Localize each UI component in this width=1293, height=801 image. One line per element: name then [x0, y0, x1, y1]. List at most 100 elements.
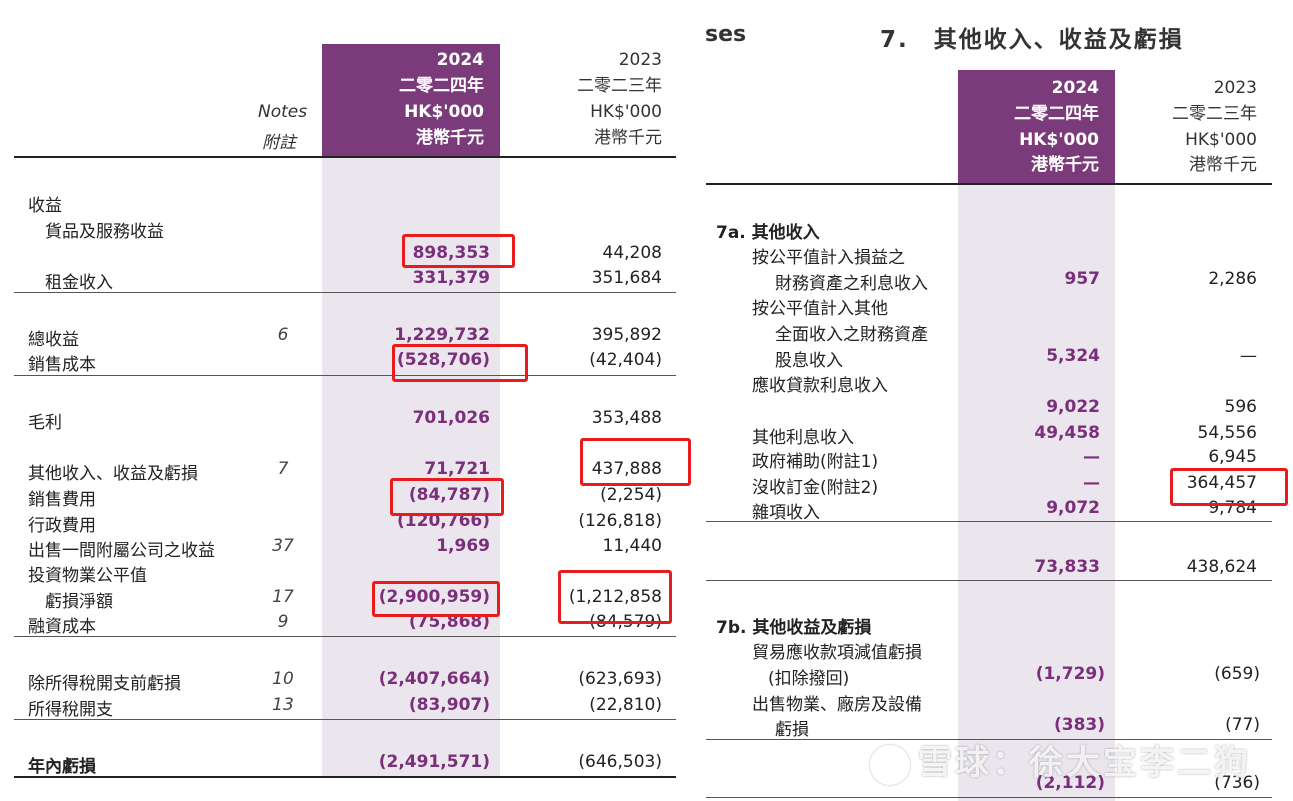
note-income-tax: 13 [272, 695, 294, 715]
r7a-value-2024-interest-fvtpl: 957 [1064, 269, 1101, 289]
rule-7a-total [706, 580, 1272, 581]
note-7-title: 7. 其他收入、收益及虧損 [880, 27, 1184, 53]
top-fragment-text: ses [705, 22, 747, 47]
section-7a-heading: 7a. 其他收入 [716, 223, 820, 243]
rule-after-cost-of-sales [14, 375, 676, 376]
r7a-value-2024-loan-interest: 9,022 [1046, 397, 1100, 417]
r7a-value-2024-other-interest: 49,458 [1034, 423, 1100, 443]
value-2024-other-income: 71,721 [424, 459, 490, 479]
value-2023-gross-profit: 353,488 [591, 408, 662, 428]
value-2024-loss-for-year: (2,491,571) [378, 752, 490, 772]
r7a-label-2: 按公平值計入其他 [752, 299, 888, 319]
right-2023-unit: HK$'000 [1185, 130, 1257, 150]
r7a-label-5: 應收貸款利息收入 [752, 376, 888, 396]
row-label-total-revenue: 總收益 [28, 330, 79, 350]
left-2024-unit: HK$'000 [404, 102, 484, 122]
row-label-goods-services: 貨品及服務收益 [45, 222, 164, 242]
row-label-income-tax: 所得稅開支 [28, 700, 113, 720]
value-2024-finance-costs: (75,868) [408, 612, 490, 632]
note-net-loss: 17 [272, 587, 294, 607]
row-label-other-income: 其他收入、收益及虧損 [28, 464, 198, 484]
row-label-disposal-gain: 出售一間附屬公司之收益 [28, 541, 215, 561]
note-disposal-gain: 37 [272, 536, 294, 556]
notes-header-en: Notes [258, 102, 308, 122]
r7a-label-7: 其他利息收入 [752, 428, 854, 448]
value-2024-income-tax: (83,907) [408, 695, 490, 715]
row-label-loss-before-tax: 除所得稅開支前虧損 [28, 674, 181, 694]
rule-after-rental [14, 292, 676, 293]
r7a-value-2023-interest-fvtpl: 2,286 [1208, 269, 1257, 289]
left-2023-header: 2023 二零二三年 HK$'000 港幣千元 [510, 44, 662, 157]
value-2024-gross-profit: 701,026 [412, 408, 490, 428]
value-2024-total-revenue: 1,229,732 [394, 325, 490, 345]
row-label-loss-for-year: 年內虧損 [28, 757, 96, 777]
rule-after-finance-costs [14, 636, 676, 637]
row-label-selling-expenses: 銷售費用 [28, 490, 96, 510]
value-2023-loss-before-tax: (623,693) [578, 669, 662, 689]
r7a-value-2023-forfeited-deposit: 364,457 [1186, 473, 1257, 493]
value-2024-admin-expenses: (120,766) [397, 511, 490, 531]
value-2024-net-loss: (2,900,959) [378, 587, 490, 607]
left-2023-year: 2023 [618, 50, 662, 70]
rule-after-income-tax [14, 719, 676, 720]
r7a-value-2024-dividend: 5,324 [1046, 346, 1100, 366]
highlight-box-forfeited-deposit-2023 [1170, 468, 1288, 506]
r7b-label-3: 虧損 [775, 720, 809, 740]
value-2023-loss-for-year: (646,503) [578, 752, 662, 772]
watermark-snowball-icon [870, 744, 910, 785]
highlight-box-other-income-2023 [580, 438, 691, 486]
right-2024-header: 2024 二零二四年 HK$'000 港幣千元 [958, 70, 1115, 184]
right-2024-unit: HK$'000 [1019, 130, 1099, 150]
r7a-label-9: 沒收訂金(附註2) [752, 478, 879, 498]
value-2023-income-tax: (22,810) [589, 695, 662, 715]
value-2024-selling-expenses: (84,787) [408, 485, 490, 505]
r7b-total-2023: (736) [1214, 773, 1260, 793]
r7a-label-1: 財務資產之利息收入 [775, 274, 928, 294]
r7a-total-2024: 73,833 [1034, 557, 1100, 577]
r7a-label-3: 全面收入之財務資產 [775, 325, 928, 345]
value-2023-rental: 351,684 [591, 268, 662, 288]
row-label-finance-costs: 融資成本 [28, 617, 96, 637]
value-2024-rental: 331,379 [412, 268, 490, 288]
rule-bottom-left [14, 776, 676, 778]
right-2024-column-shade [958, 184, 1115, 801]
row-label-admin-expenses: 行政費用 [28, 516, 96, 536]
left-2024-year-zh: 二零二四年 [399, 76, 484, 96]
r7a-label-10: 雜項收入 [752, 503, 820, 523]
rule-7a-subtotal [706, 521, 1272, 522]
left-2023-unit: HK$'000 [590, 102, 662, 122]
r7b-value-2023-impairment: (659) [1214, 664, 1260, 684]
rule-7b-subtotal [706, 739, 1272, 740]
right-header-rule [706, 183, 1272, 185]
rule-7b-total [706, 797, 1272, 798]
r7b-label-2: 出售物業、廠房及設備 [752, 695, 922, 715]
left-2024-header: 2024 二零二四年 HK$'000 港幣千元 [322, 44, 500, 157]
row-label-cost-of-sales: 銷售成本 [28, 355, 96, 375]
r7a-label-4: 股息收入 [775, 351, 843, 371]
value-2024-cost-of-sales: (528,706) [397, 350, 490, 370]
row-label-gross-profit: 毛利 [28, 413, 62, 433]
r7a-value-2024-sundry: 9,072 [1046, 498, 1100, 518]
r7a-value-2024-forfeited-deposit: — [1083, 473, 1100, 493]
value-2023-net-loss: (1,212,858 [568, 587, 662, 607]
highlight-box-selling-expenses-2024 [390, 478, 504, 516]
watermark: 雪球：徐大宝李二狗 [870, 735, 1251, 785]
row-label-investment-property-fv: 投資物業公平值 [28, 566, 147, 586]
left-2024-year: 2024 [436, 50, 484, 70]
value-2023-goods-services: 44,208 [602, 243, 662, 263]
note-loss-before-tax: 10 [272, 669, 294, 689]
r7a-total-2023: 438,624 [1186, 557, 1257, 577]
value-2023-other-income: 437,888 [591, 459, 662, 479]
value-2023-total-revenue: 395,892 [591, 325, 662, 345]
left-2023-year-zh: 二零二三年 [577, 76, 662, 96]
highlight-box-cost-of-sales-2024 [392, 344, 528, 382]
r7a-value-2023-gov-grants: 6,945 [1208, 447, 1257, 467]
watermark-text: 雪球：徐大宝李二狗 [918, 743, 1251, 783]
r7b-label-1: (扣除撥回) [768, 669, 850, 689]
left-2024-column-shade [322, 157, 500, 777]
value-2024-loss-before-tax: (2,407,664) [378, 669, 490, 689]
r7b-label-0: 貿易應收款項減值虧損 [752, 643, 922, 663]
r7b-value-2023-ppe-loss: (77) [1225, 715, 1260, 735]
r7b-value-2024-impairment: (1,729) [1035, 664, 1105, 684]
right-2024-unit-zh: 港幣千元 [1031, 155, 1099, 175]
